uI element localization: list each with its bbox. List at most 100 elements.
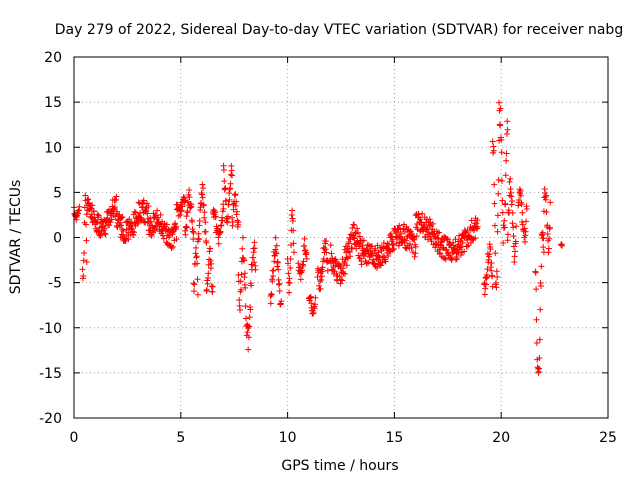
data-point [358,261,365,268]
data-point [190,236,197,243]
data-point [244,329,251,336]
data-point [502,200,509,207]
data-point [178,207,185,214]
data-point [203,286,210,293]
data-point [497,105,504,112]
data-point [489,138,496,145]
data-point [113,193,120,200]
data-point [107,219,114,226]
data-point [379,259,386,266]
data-point [380,239,387,246]
data-point [484,266,491,273]
data-point [303,255,310,262]
data-point [336,273,343,280]
data-point [396,222,403,229]
x-axis-ticks: 0 5 10 15 20 25 [70,57,617,446]
data-point [343,254,350,261]
data-point [202,228,209,235]
data-point [499,209,506,216]
data-point [291,249,298,256]
data-point [145,202,152,209]
data-point [372,245,379,252]
data-point [310,309,317,316]
y-tick-label: 10 [44,140,62,156]
data-point [160,235,167,242]
data-point [229,172,236,179]
data-point [297,268,304,275]
data-point [417,216,424,223]
data-point [444,236,451,243]
data-point [411,253,418,260]
data-point [182,231,189,238]
data-point [83,211,90,218]
data-point [533,340,540,347]
data-point [287,264,294,271]
data-point [242,315,249,322]
data-point [208,283,215,290]
data-point [148,232,155,239]
data-point [273,250,280,257]
data-point [202,219,209,226]
data-point [436,229,443,236]
data-point [360,237,367,244]
data-point [513,223,520,230]
data-point [179,203,186,210]
data-point [447,241,454,248]
data-point [503,130,510,137]
data-point [209,288,216,295]
data-point [242,303,249,310]
data-point [303,249,310,256]
data-point [510,224,517,231]
data-point [235,219,242,226]
data-point [317,278,324,285]
data-point [481,280,488,287]
data-point [267,300,274,307]
data-point [472,235,479,242]
data-point [398,230,405,237]
data-point [324,267,331,274]
data-point [338,276,345,283]
data-point [229,219,236,226]
data-point [509,220,516,227]
data-point [380,253,387,260]
y-tick-label: -20 [39,411,62,427]
data-point [491,222,498,229]
data-point [522,228,529,235]
data-point [385,252,392,259]
data-point [532,269,539,276]
data-point [482,281,489,288]
data-point [189,218,196,225]
data-point [493,284,500,291]
data-point [488,259,495,266]
data-point [205,261,212,268]
data-point [289,207,296,214]
data-point [295,260,302,267]
data-point [452,236,459,243]
data-point [307,293,314,300]
data-point [424,225,431,232]
data-point [499,177,506,184]
data-point [458,243,465,250]
data-point [82,192,89,199]
data-point [341,246,348,253]
data-point [540,244,547,251]
data-point [491,181,498,188]
data-point [517,192,524,199]
data-point [499,197,506,204]
data-point [111,204,118,211]
data-point [297,276,304,283]
data-point [123,232,130,239]
chart-title: Day 279 of 2022, Sidereal Day-to-day VTE… [55,22,623,38]
data-point [233,198,240,205]
data-point [547,199,554,206]
y-tick-label: -10 [39,321,62,337]
data-point [509,209,516,216]
y-tick-label: -15 [39,366,62,382]
data-point [91,208,98,215]
data-point [81,249,88,256]
data-point [501,224,508,231]
data-point [457,251,464,258]
data-point [164,241,171,248]
data-point [457,244,464,251]
